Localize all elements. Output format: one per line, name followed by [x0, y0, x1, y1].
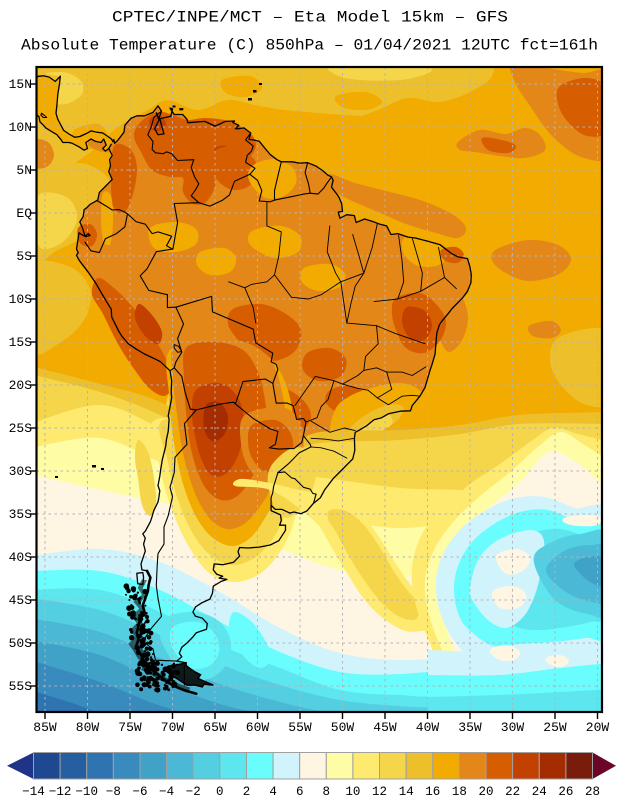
svg-text:15N: 15N	[9, 77, 32, 92]
svg-text:25W: 25W	[543, 720, 567, 735]
svg-text:10S: 10S	[9, 292, 33, 307]
svg-text:5S: 5S	[16, 249, 32, 264]
svg-text:−14: −14	[22, 785, 45, 799]
svg-text:−10: −10	[75, 785, 98, 799]
svg-text:55W: 55W	[288, 720, 312, 735]
svg-text:5N: 5N	[16, 163, 32, 178]
svg-text:EQ: EQ	[16, 206, 32, 221]
svg-text:Absolute Temperature (C) 850hP: Absolute Temperature (C) 850hPa – 01/04/…	[21, 37, 598, 55]
svg-text:20: 20	[478, 785, 493, 799]
svg-text:10: 10	[345, 785, 360, 799]
svg-text:35S: 35S	[9, 507, 33, 522]
svg-text:55S: 55S	[9, 679, 33, 694]
svg-text:30W: 30W	[501, 720, 525, 735]
svg-text:50W: 50W	[331, 720, 355, 735]
svg-text:80W: 80W	[76, 720, 100, 735]
svg-text:22: 22	[505, 785, 520, 799]
svg-text:8: 8	[323, 785, 331, 799]
svg-text:−8: −8	[106, 785, 121, 799]
svg-text:40S: 40S	[9, 550, 33, 565]
svg-text:40W: 40W	[416, 720, 440, 735]
svg-text:70W: 70W	[161, 720, 185, 735]
svg-text:45W: 45W	[373, 720, 397, 735]
svg-text:15S: 15S	[9, 335, 33, 350]
svg-text:−2: −2	[186, 785, 201, 799]
svg-text:26: 26	[558, 785, 573, 799]
svg-text:28: 28	[585, 785, 600, 799]
svg-text:2: 2	[243, 785, 251, 799]
svg-text:25S: 25S	[9, 421, 33, 436]
svg-text:CPTEC/INPE/MCT – Eta Model 15: CPTEC/INPE/MCT – Eta Model 15km – GFS	[112, 9, 508, 27]
svg-text:20S: 20S	[9, 378, 33, 393]
svg-text:4: 4	[269, 785, 277, 799]
svg-text:12: 12	[372, 785, 387, 799]
svg-text:30S: 30S	[9, 464, 33, 479]
svg-text:60W: 60W	[246, 720, 270, 735]
svg-text:35W: 35W	[458, 720, 482, 735]
svg-text:0: 0	[216, 785, 224, 799]
svg-text:−12: −12	[49, 785, 72, 799]
svg-text:−6: −6	[132, 785, 147, 799]
svg-text:75W: 75W	[118, 720, 142, 735]
svg-text:16: 16	[425, 785, 440, 799]
svg-text:65W: 65W	[203, 720, 227, 735]
svg-text:50S: 50S	[9, 636, 33, 651]
svg-text:45S: 45S	[9, 593, 33, 608]
svg-text:85W: 85W	[33, 720, 57, 735]
svg-text:14: 14	[399, 785, 414, 799]
svg-text:20W: 20W	[586, 720, 610, 735]
svg-text:10N: 10N	[9, 120, 32, 135]
svg-text:18: 18	[452, 785, 467, 799]
svg-text:24: 24	[532, 785, 547, 799]
svg-text:−4: −4	[159, 785, 174, 799]
svg-text:6: 6	[296, 785, 304, 799]
